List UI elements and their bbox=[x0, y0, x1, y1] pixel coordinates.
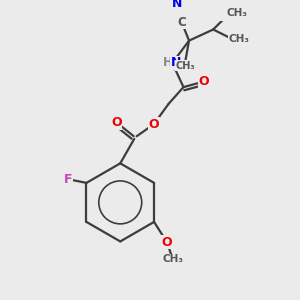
Text: N: N bbox=[171, 56, 181, 70]
Text: C: C bbox=[177, 16, 186, 28]
Text: O: O bbox=[148, 118, 159, 131]
Text: O: O bbox=[199, 75, 209, 88]
Text: CH₃: CH₃ bbox=[162, 254, 183, 264]
Text: O: O bbox=[111, 116, 122, 129]
Text: N: N bbox=[172, 0, 182, 10]
Text: CH₃: CH₃ bbox=[227, 8, 248, 18]
Text: CH₃: CH₃ bbox=[229, 34, 250, 44]
Text: H: H bbox=[163, 56, 172, 70]
Text: CH₃: CH₃ bbox=[176, 61, 195, 71]
Text: O: O bbox=[162, 236, 172, 249]
Text: F: F bbox=[64, 173, 72, 186]
